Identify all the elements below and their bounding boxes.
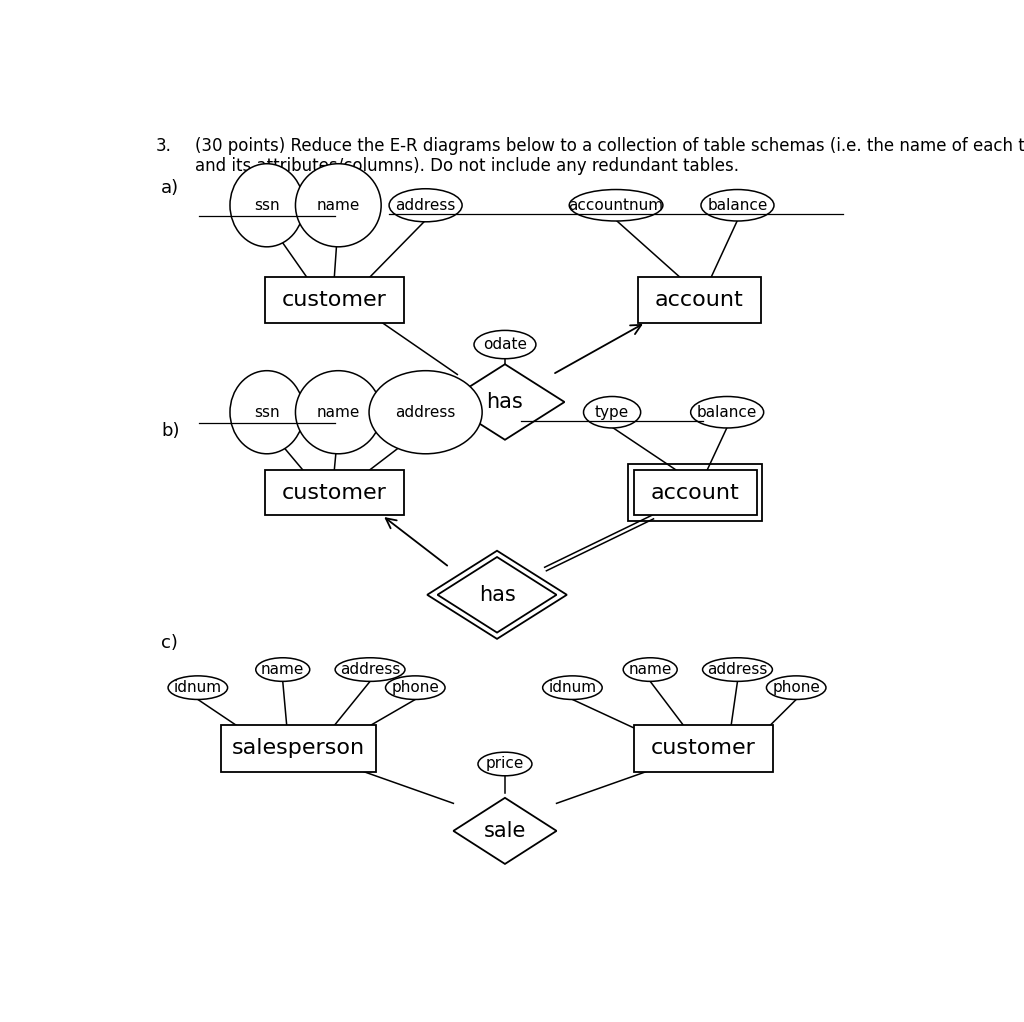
Bar <box>221 725 376 772</box>
Text: balance: balance <box>708 198 768 213</box>
Ellipse shape <box>584 397 641 428</box>
Text: a): a) <box>162 179 179 197</box>
Text: sale: sale <box>483 821 526 841</box>
Text: accountnum: accountnum <box>568 198 664 213</box>
Polygon shape <box>437 557 557 633</box>
Text: customer: customer <box>282 289 387 310</box>
Bar <box>634 470 757 515</box>
Bar <box>265 470 403 515</box>
Ellipse shape <box>335 658 404 682</box>
Text: has: has <box>486 392 523 412</box>
Bar <box>634 725 773 772</box>
Text: name: name <box>316 198 360 213</box>
Text: idnum: idnum <box>174 681 222 695</box>
Text: idnum: idnum <box>549 681 596 695</box>
Ellipse shape <box>369 371 482 454</box>
Ellipse shape <box>256 658 309 682</box>
Text: price: price <box>485 756 524 772</box>
Text: account: account <box>651 482 739 503</box>
Ellipse shape <box>543 676 602 699</box>
Text: balance: balance <box>697 405 758 420</box>
Ellipse shape <box>296 164 381 247</box>
Text: (30 points) Reduce the E-R diagrams below to a collection of table schemas (i.e.: (30 points) Reduce the E-R diagrams belo… <box>196 137 1024 154</box>
Text: b): b) <box>162 422 180 439</box>
Text: salesperson: salesperson <box>232 738 366 758</box>
Polygon shape <box>445 364 564 439</box>
Text: has: has <box>478 585 515 605</box>
Text: name: name <box>629 662 672 677</box>
Ellipse shape <box>168 676 227 699</box>
Ellipse shape <box>389 189 462 222</box>
Bar <box>638 277 761 323</box>
Text: account: account <box>655 289 743 310</box>
Ellipse shape <box>766 676 826 699</box>
Bar <box>265 277 403 323</box>
Text: address: address <box>395 405 456 420</box>
Ellipse shape <box>701 189 774 221</box>
Text: phone: phone <box>391 681 439 695</box>
Ellipse shape <box>624 658 677 682</box>
Text: customer: customer <box>651 738 756 758</box>
Text: phone: phone <box>772 681 820 695</box>
Text: c): c) <box>162 634 178 652</box>
Text: type: type <box>595 405 629 420</box>
Ellipse shape <box>385 676 445 699</box>
Text: name: name <box>316 405 360 420</box>
Text: 3.: 3. <box>156 137 172 154</box>
Ellipse shape <box>474 330 536 359</box>
Text: and its attributes/columns). Do not include any redundant tables.: and its attributes/columns). Do not incl… <box>196 157 739 175</box>
Text: address: address <box>395 198 456 213</box>
Ellipse shape <box>478 752 531 776</box>
Text: odate: odate <box>483 337 527 352</box>
Polygon shape <box>454 798 557 864</box>
Ellipse shape <box>690 397 764 428</box>
Ellipse shape <box>569 189 663 221</box>
Text: ssn: ssn <box>254 198 280 213</box>
Text: ssn: ssn <box>254 405 280 420</box>
Ellipse shape <box>230 164 304 247</box>
Ellipse shape <box>296 371 381 454</box>
Text: customer: customer <box>282 482 387 503</box>
Text: name: name <box>261 662 304 677</box>
Ellipse shape <box>702 658 772 682</box>
Text: address: address <box>708 662 768 677</box>
Bar <box>629 464 763 521</box>
Text: address: address <box>340 662 400 677</box>
Ellipse shape <box>230 371 304 454</box>
